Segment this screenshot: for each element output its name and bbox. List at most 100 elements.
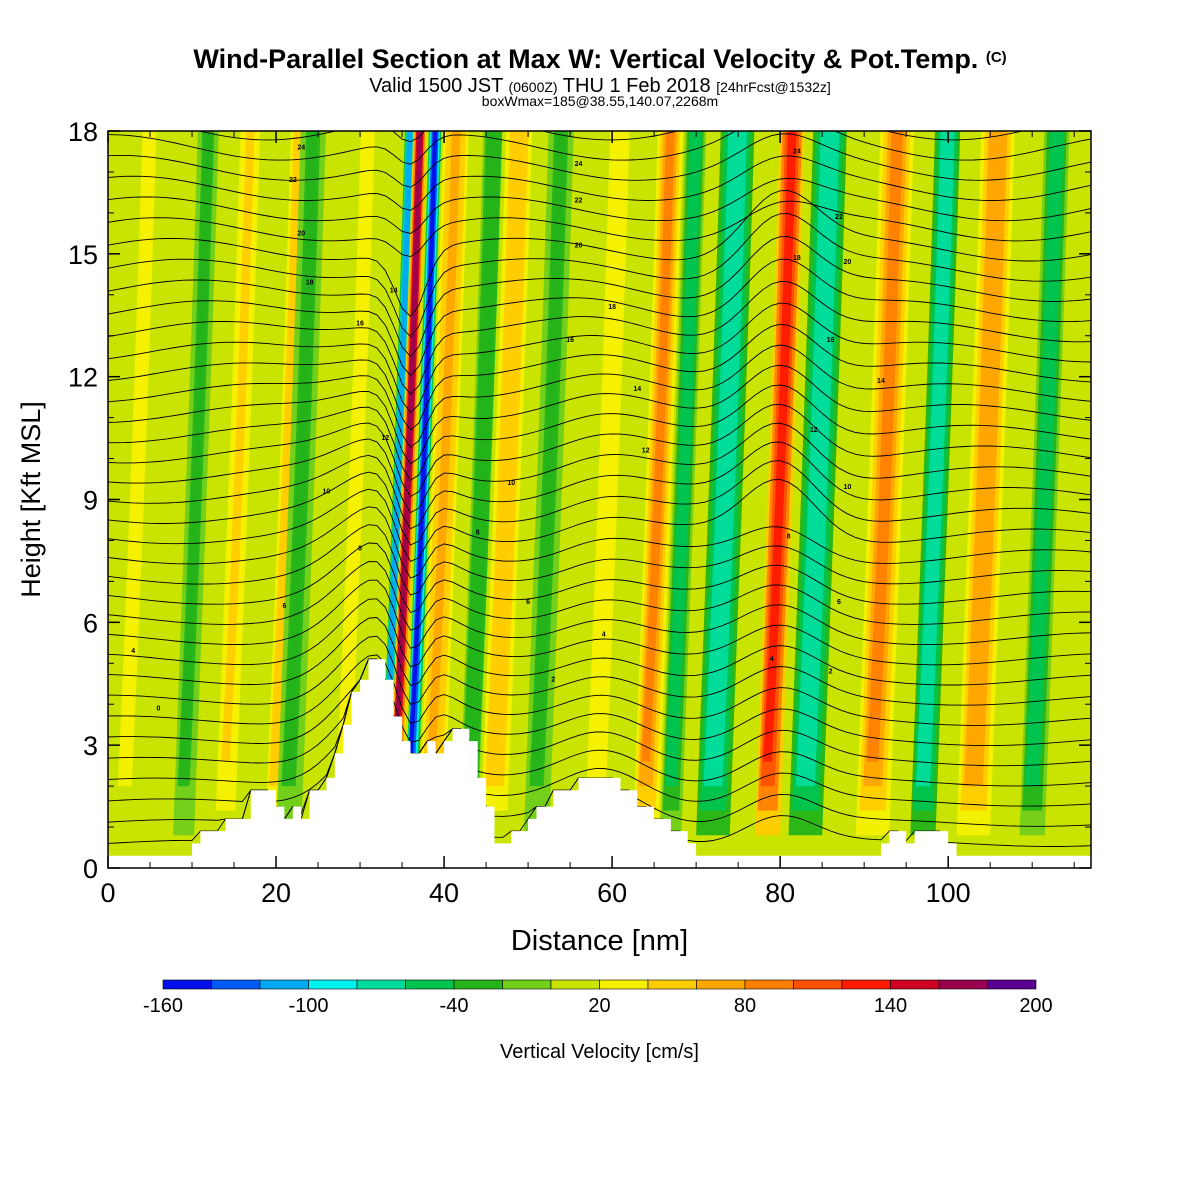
contour-label-29: 12 <box>810 427 818 434</box>
contour-label-23: 12 <box>642 447 650 454</box>
valid-time: Valid 1500 JST <box>369 75 503 97</box>
colorbar-label: Vertical Velocity [cm/s] <box>500 1041 699 1063</box>
contour-label-12: 8 <box>476 529 480 536</box>
x-tick-label-3: 60 <box>597 878 627 908</box>
valid-date: THU 1 Feb 2018 <box>562 75 711 97</box>
theta-contour-29 <box>108 190 1091 318</box>
contour-label-30: 16 <box>827 337 835 344</box>
theta-contour-35 <box>197 131 1025 143</box>
theta-contour-27 <box>108 236 1091 358</box>
y-tick-label-4: 12 <box>68 363 98 393</box>
colorbar-swatch-12 <box>744 979 794 990</box>
contour-label-35: 14 <box>877 378 885 385</box>
contour-label-7: 16 <box>356 320 364 327</box>
colorbar-swatch-11 <box>696 979 746 990</box>
x-axis-label: Distance [nm] <box>511 925 688 957</box>
colorbar-swatch-6 <box>453 979 503 990</box>
vv-band-10-layer-3 <box>465 131 498 762</box>
colorbar-swatch-3 <box>308 979 358 990</box>
colorbar-tick-label-6: 200 <box>1019 995 1052 1017</box>
y-tick-label-6: 18 <box>68 117 98 147</box>
contour-label-21: 24 <box>575 161 583 168</box>
contour-label-25: 6 <box>837 599 841 606</box>
colorbar-swatch-16 <box>938 979 988 990</box>
colorbar-swatch-15 <box>890 979 940 990</box>
contour-label-14: 6 <box>526 599 530 606</box>
colorbar-swatch-17 <box>987 979 1037 990</box>
contour-label-10: 22 <box>289 177 297 184</box>
theta-contour-7 <box>108 635 1091 706</box>
theta-contour-13 <box>108 524 1091 596</box>
contour-label-16: 2 <box>551 677 555 684</box>
vv-band-0-layer-3 <box>120 131 154 762</box>
theta-contour-5 <box>108 658 1091 747</box>
theta-contour-15 <box>108 479 1091 562</box>
y-tick-label-1: 3 <box>83 731 98 761</box>
colorbar-tick-label-5: 140 <box>874 995 907 1017</box>
theta-contour-34 <box>108 131 1091 165</box>
x-tick-label-5: 100 <box>926 878 971 908</box>
theta-contour-20 <box>108 384 1091 481</box>
contour-label-9: 20 <box>297 230 305 237</box>
contour-label-34: 24 <box>793 148 801 155</box>
vv-band-8-layer-3 <box>408 131 438 762</box>
box-wmax-info: boxWmax=185@38.55,140.07,2268m <box>481 93 719 109</box>
contour-label-1: 0 <box>156 705 160 712</box>
theta-contour-31 <box>108 177 1091 234</box>
contour-label-26: 4 <box>770 656 774 663</box>
x-tick-label-2: 40 <box>429 878 459 908</box>
colorbar-swatch-2 <box>259 979 309 990</box>
x-tick-label-4: 80 <box>765 878 795 908</box>
vv-band-11-layer-3 <box>488 131 525 762</box>
theta-contour-14 <box>108 506 1091 579</box>
theta-contour-18 <box>108 422 1091 514</box>
contour-label-13: 10 <box>507 480 515 487</box>
contour-label-11: 24 <box>297 144 305 151</box>
contour-label-20: 22 <box>575 198 583 205</box>
vv-band-22-layer-3 <box>1027 131 1062 762</box>
contour-label-5: 12 <box>381 435 389 442</box>
theta-contour-24 <box>108 302 1091 414</box>
theta-contour-28 <box>108 213 1091 338</box>
utc-time: (0600Z) <box>508 79 558 95</box>
terrain-shape <box>108 659 1091 868</box>
theta-contour-9 <box>108 598 1091 668</box>
vv-band-7-layer-3 <box>393 131 423 762</box>
theta-contour-8 <box>108 617 1091 686</box>
contour-label-19: 20 <box>575 243 583 250</box>
y-tick-label-2: 6 <box>83 608 98 638</box>
colorbar-tick-label-4: 80 <box>734 995 756 1017</box>
vv-band-18-layer-3 <box>799 131 836 762</box>
colorbar-swatch-10 <box>647 979 697 990</box>
colorbar-swatch-14 <box>841 979 891 990</box>
theta-contour-25 <box>108 280 1091 395</box>
potential-temperature-contours: 4068101214161820222481064216182022241412… <box>108 131 1091 847</box>
y-tick-label-0: 0 <box>83 854 98 884</box>
contour-label-18: 18 <box>608 304 616 311</box>
contour-label-6: 14 <box>390 288 398 295</box>
theta-contour-33 <box>108 133 1091 188</box>
chart-subtitle: Valid 1500 JST (0600Z) THU 1 Feb 2018 [2… <box>0 75 1200 98</box>
theta-contour-30 <box>108 200 1091 258</box>
contour-label-15: 4 <box>602 632 606 639</box>
theta-contour-10 <box>108 579 1091 649</box>
theta-contour-26 <box>108 258 1091 377</box>
vv-band-4-layer-3 <box>284 131 318 762</box>
contour-label-0: 4 <box>131 648 135 655</box>
colorbar-swatch-0 <box>162 979 212 990</box>
x-tick-label-0: 0 <box>100 878 115 908</box>
y-tick-label-3: 9 <box>83 486 98 516</box>
chart-title: Wind-Parallel Section at Max W: Vertical… <box>0 44 1200 75</box>
colorbar-tick-label-1: -100 <box>288 995 328 1017</box>
theta-contour-21 <box>108 364 1091 465</box>
vv-band-15-layer-3 <box>667 131 700 762</box>
contour-label-32: 20 <box>843 259 851 266</box>
vv-band-16-layer-3 <box>707 131 744 762</box>
contour-label-31: 18 <box>793 255 801 262</box>
contour-label-22: 14 <box>633 386 641 393</box>
vv-band-17-layer-3 <box>763 131 797 762</box>
contour-label-33: 22 <box>835 214 843 221</box>
contour-label-8: 18 <box>306 279 314 286</box>
